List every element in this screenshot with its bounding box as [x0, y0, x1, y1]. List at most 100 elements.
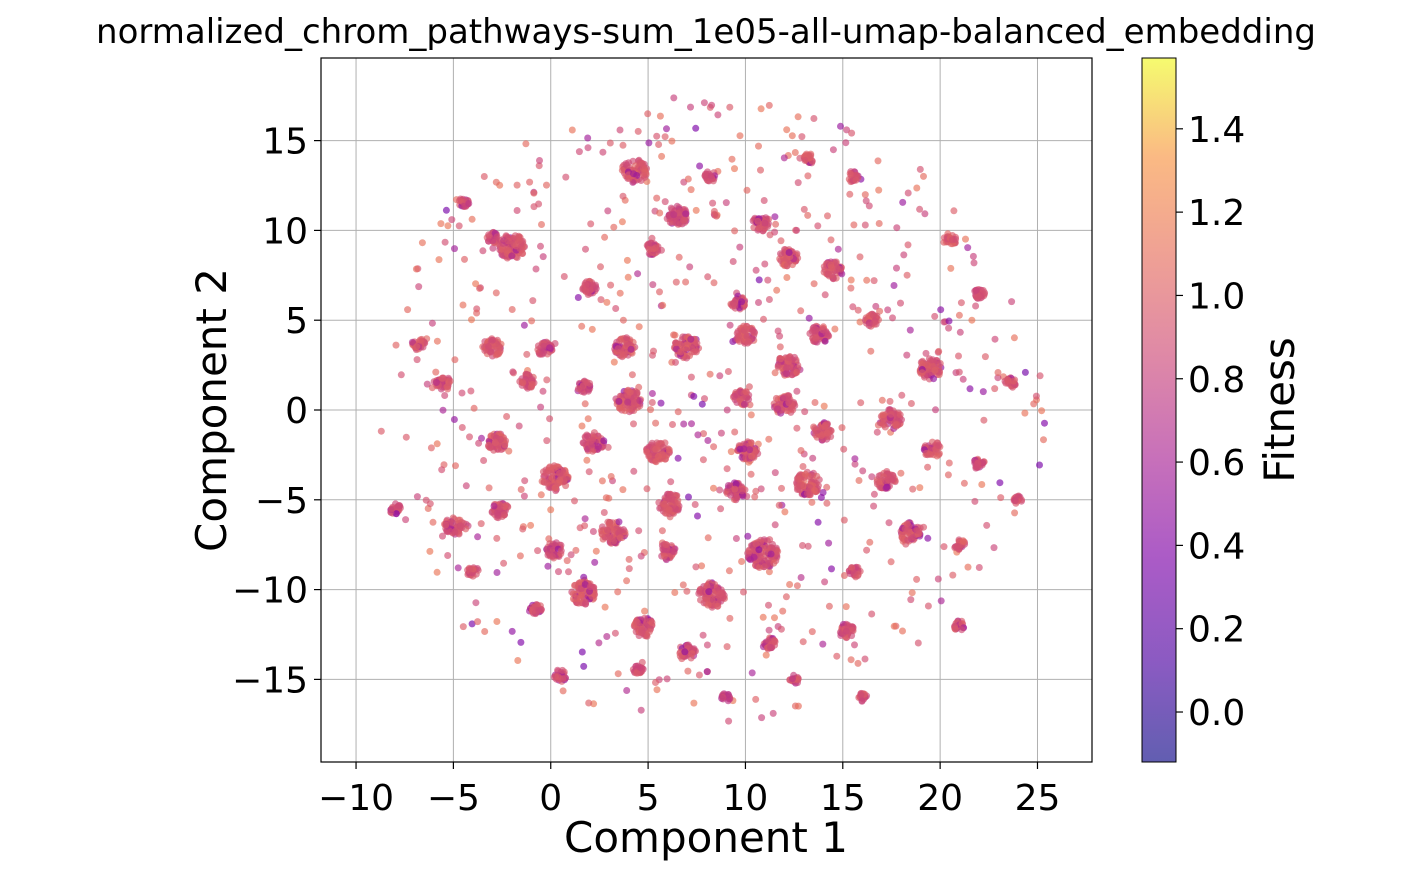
- scatter-point: [601, 603, 609, 611]
- scatter-point: [668, 137, 676, 145]
- scatter-point: [760, 315, 767, 323]
- scatter-point: [789, 675, 796, 683]
- scatter-point: [536, 157, 543, 164]
- scatter-point: [744, 339, 752, 347]
- colorbar: [1142, 58, 1176, 762]
- scatter-point: [834, 245, 842, 253]
- scatter-point: [397, 371, 405, 379]
- scatter-point: [433, 337, 441, 345]
- scatter-point: [794, 475, 802, 483]
- scatter-point: [851, 460, 859, 468]
- scatter-point: [630, 420, 637, 428]
- scatter-point: [648, 619, 656, 626]
- scatter-point: [572, 546, 580, 554]
- scatter-point: [587, 220, 595, 228]
- scatter-point: [633, 389, 641, 397]
- scatter-point: [585, 468, 593, 476]
- scatter-point: [474, 533, 482, 541]
- scatter-point: [433, 440, 441, 448]
- scatter-point: [935, 442, 943, 449]
- scatter-point: [517, 486, 525, 493]
- scatter-point: [903, 520, 911, 528]
- scatter-point: [476, 284, 483, 292]
- scatter-point: [537, 242, 544, 250]
- scatter-point: [738, 298, 746, 306]
- scatter-point: [804, 542, 812, 550]
- scatter-point: [559, 687, 567, 695]
- scatter-point: [543, 181, 550, 189]
- scatter-point: [981, 353, 989, 361]
- scatter-point: [824, 212, 831, 220]
- scatter-point: [945, 317, 953, 325]
- scatter-point: [426, 547, 434, 555]
- scatter-point: [671, 589, 679, 596]
- scatter-point: [672, 358, 679, 366]
- scatter-point: [493, 534, 501, 542]
- scatter-point: [885, 519, 893, 527]
- scatter-point: [761, 260, 769, 268]
- scatter-point: [755, 299, 762, 306]
- y-tick-label: 10: [262, 211, 308, 252]
- scatter-point: [392, 341, 400, 349]
- scatter-point: [724, 691, 732, 699]
- scatter-point: [782, 370, 790, 377]
- scatter-point: [683, 587, 691, 595]
- scatter-point: [994, 374, 1002, 382]
- scatter-point: [861, 191, 869, 199]
- scatter-point: [731, 227, 739, 235]
- scatter-point: [914, 639, 922, 647]
- scatter-point: [865, 202, 873, 210]
- scatter-point: [907, 400, 915, 407]
- scatter-point: [714, 111, 722, 119]
- scatter-point: [837, 265, 845, 273]
- scatter-point: [694, 512, 701, 520]
- scatter-point: [849, 303, 857, 311]
- scatter-point: [591, 558, 599, 566]
- scatter-point: [823, 483, 831, 491]
- scatter-point: [734, 332, 742, 340]
- scatter-point: [638, 629, 646, 637]
- scatter-point: [778, 484, 785, 492]
- scatter-point: [645, 452, 653, 460]
- scatter-point: [479, 247, 487, 255]
- colorbar-tick-label: 1.0: [1188, 276, 1245, 317]
- scatter-point: [475, 439, 483, 447]
- scatter-point: [636, 663, 644, 671]
- scatter-point: [755, 224, 763, 232]
- scatter-point: [862, 197, 870, 205]
- scatter-point: [459, 301, 467, 309]
- scatter-point: [738, 558, 746, 565]
- scatter-point: [584, 432, 592, 440]
- scatter-point: [442, 206, 450, 214]
- scatter-point: [899, 627, 906, 635]
- scatter-point: [897, 469, 905, 477]
- scatter-point: [491, 439, 499, 447]
- scatter-point: [868, 473, 876, 481]
- scatter-point: [838, 424, 846, 432]
- scatter-point: [716, 372, 724, 380]
- scatter-point: [662, 541, 670, 549]
- scatter-point: [624, 398, 632, 406]
- scatter-point: [793, 424, 801, 432]
- scatter-point: [906, 326, 914, 334]
- scatter-point: [857, 399, 865, 407]
- scatter-point: [452, 462, 459, 470]
- scatter-point: [468, 620, 476, 628]
- scatter-point: [628, 405, 636, 412]
- scatter-point: [582, 245, 589, 253]
- scatter-point: [484, 343, 492, 350]
- scatter-point: [610, 537, 618, 545]
- scatter-point: [619, 486, 627, 494]
- scatter-point: [444, 552, 452, 559]
- scatter-point: [900, 251, 908, 259]
- scatter-point: [695, 671, 703, 679]
- scatter-point: [625, 565, 633, 573]
- scatter-point: [848, 632, 856, 640]
- scatter-point: [581, 522, 589, 530]
- scatter-point: [926, 451, 934, 458]
- scatter-point: [532, 265, 540, 273]
- scatter-point: [875, 186, 883, 194]
- scatter-point: [581, 515, 589, 523]
- scatter-point: [931, 367, 939, 374]
- scatter-point: [820, 402, 828, 410]
